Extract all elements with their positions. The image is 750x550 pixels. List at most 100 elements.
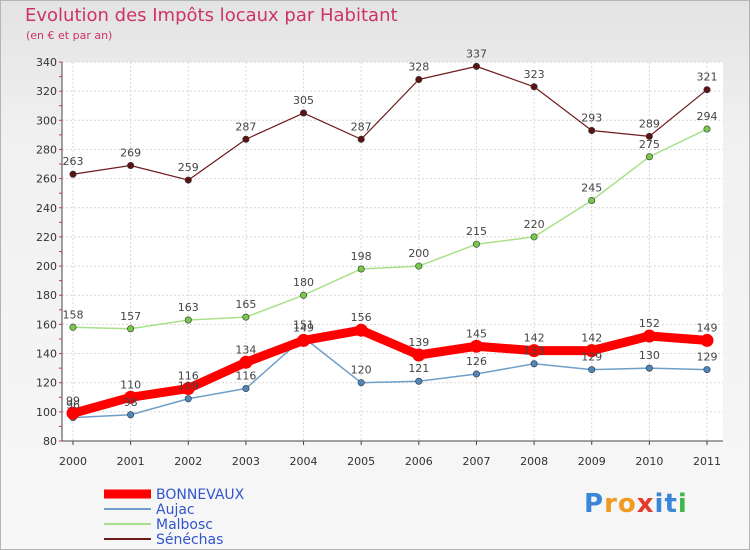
data-label: 165 [235, 298, 256, 311]
data-label: 129 [581, 351, 602, 364]
data-point [472, 240, 480, 248]
data-label: 245 [581, 181, 602, 194]
data-label: 220 [524, 218, 545, 231]
y-tick-label: 140 [36, 348, 57, 361]
data-label: 116 [178, 370, 199, 383]
y-tick-label: 220 [36, 231, 57, 244]
data-label: 120 [351, 364, 372, 377]
data-label: 133 [524, 345, 545, 358]
data-label: 129 [697, 351, 718, 364]
data-label: 151 [293, 319, 314, 332]
data-label: 321 [697, 71, 718, 84]
series-line [68, 325, 712, 418]
data-point [645, 364, 653, 372]
data-point [297, 333, 311, 347]
data-point [354, 323, 368, 337]
data-label: 328 [408, 60, 429, 73]
data-label: 275 [639, 138, 660, 151]
data-label: 121 [408, 362, 429, 375]
data-point [69, 323, 77, 331]
data-point [357, 135, 365, 143]
data-label: 126 [466, 355, 487, 368]
x-tick-label: 2009 [578, 455, 606, 468]
x-tick-label: 2002 [174, 455, 202, 468]
y-tick-label: 180 [36, 289, 57, 302]
x-tick-label: 2001 [117, 455, 145, 468]
x-tick-label: 2006 [405, 455, 433, 468]
data-point [415, 75, 423, 83]
data-point [242, 135, 250, 143]
data-point [300, 291, 308, 299]
y-tick-label: 120 [36, 377, 57, 390]
y-tick-label: 320 [36, 85, 57, 98]
data-label: 269 [120, 146, 141, 159]
data-point [588, 196, 596, 204]
data-point [645, 132, 653, 140]
data-label: 156 [351, 311, 372, 324]
x-tick-label: 2004 [290, 455, 318, 468]
data-point [127, 325, 135, 333]
data-point [472, 62, 480, 70]
data-point [703, 86, 711, 94]
y-tick-label: 240 [36, 202, 57, 215]
series-bonnevaux [66, 323, 714, 420]
data-point [124, 390, 138, 404]
data-label: 287 [351, 120, 372, 133]
data-point [69, 170, 77, 178]
data-label: 134 [235, 343, 256, 356]
series-line [72, 65, 708, 181]
x-tick-label: 2000 [59, 455, 87, 468]
data-label: 323 [524, 68, 545, 81]
legend-label: Malbosc [156, 517, 213, 533]
x-tick-label: 2007 [462, 455, 490, 468]
data-label: 287 [235, 120, 256, 133]
data-label: 305 [293, 94, 314, 107]
data-label: 289 [639, 117, 660, 130]
data-label: 263 [63, 155, 84, 168]
data-label: 130 [639, 349, 660, 362]
data-point [530, 83, 538, 91]
data-label: 145 [466, 327, 487, 340]
y-tick-label: 300 [36, 114, 57, 127]
data-point [703, 366, 711, 374]
data-label: 149 [293, 321, 314, 334]
data-point [66, 406, 80, 420]
data-label: 142 [524, 332, 545, 345]
chart-subtitle: (en € et par an) [26, 29, 113, 42]
data-point [300, 109, 308, 117]
data-point [588, 127, 596, 135]
data-point [642, 329, 656, 343]
x-tick-label: 2005 [347, 455, 375, 468]
data-point [645, 153, 653, 161]
data-label: 180 [293, 276, 314, 289]
data-point [700, 333, 714, 347]
data-label: 96 [66, 399, 80, 412]
data-point [415, 377, 423, 385]
data-label: 337 [466, 47, 487, 60]
x-tick-label: 2003 [232, 455, 260, 468]
y-tick-label: 100 [36, 406, 57, 419]
series-line [72, 336, 708, 419]
data-point [588, 366, 596, 374]
data-point [412, 348, 426, 362]
data-label: 139 [408, 336, 429, 349]
data-point [242, 313, 250, 321]
data-point [585, 344, 599, 358]
data-label: 109 [178, 380, 199, 393]
data-point [184, 316, 192, 324]
data-label: 157 [120, 310, 141, 323]
data-label: 149 [697, 321, 718, 334]
data-point [127, 411, 135, 419]
legend-label: BONNEVAUX [156, 487, 245, 503]
data-point [530, 360, 538, 368]
data-point [469, 339, 483, 353]
data-label: 98 [124, 396, 138, 409]
data-label: 198 [351, 250, 372, 263]
data-point [184, 395, 192, 403]
data-point [527, 344, 541, 358]
data-label: 294 [697, 110, 718, 123]
data-label: 163 [178, 301, 199, 314]
data-label: 99 [66, 394, 80, 407]
